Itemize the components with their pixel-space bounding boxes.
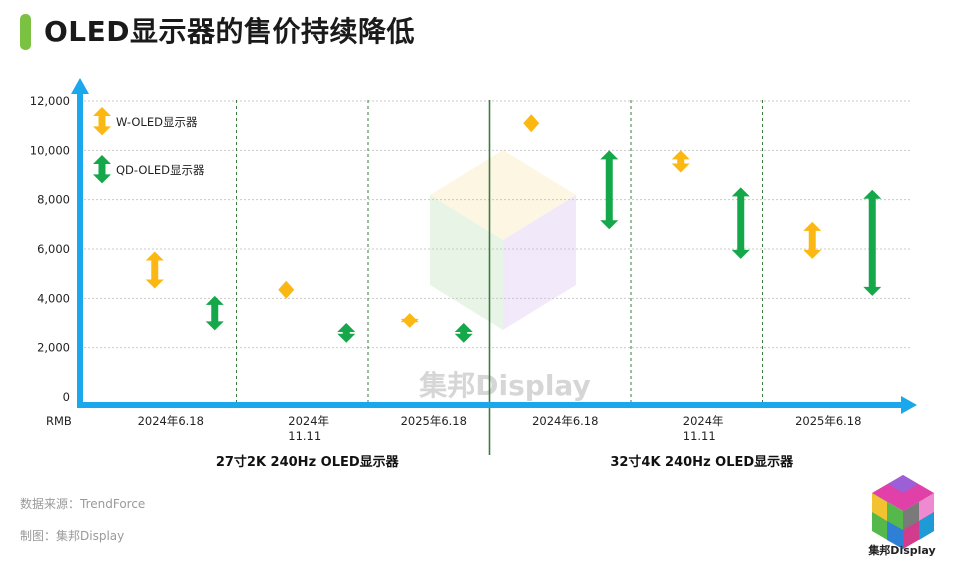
qd-oled-range-marker bbox=[205, 295, 224, 331]
title-accent-bar bbox=[20, 14, 31, 50]
qd-oled-range-marker bbox=[731, 187, 750, 259]
watermark-face bbox=[430, 195, 503, 330]
maker-note: 制图：集邦Display bbox=[20, 529, 125, 543]
y-tick-label: 0 bbox=[63, 390, 70, 404]
x-tick-label: 2025年6.18 bbox=[401, 414, 467, 428]
w-oled-range-marker bbox=[523, 114, 540, 133]
page-title: OLED显示器的售价持续降低 bbox=[44, 15, 416, 48]
x-tick-label: 2025年6.18 bbox=[795, 414, 861, 428]
x-tick-label: 11.11 bbox=[683, 429, 716, 443]
legend-label: QD-OLED显示器 bbox=[116, 163, 205, 177]
w-oled-range-marker bbox=[671, 150, 690, 173]
price-range-chart: 集邦Display 0 2,000 4,000 6,000 8,000 10,000 12,0… bbox=[30, 78, 917, 470]
y-tick-label: 8,000 bbox=[37, 193, 70, 207]
y-axis-arrow bbox=[71, 78, 89, 94]
watermark-cube bbox=[430, 150, 576, 330]
y-tick-label: 4,000 bbox=[37, 291, 70, 305]
qd-oled-range-marker bbox=[600, 150, 619, 230]
y-tick-label: 2,000 bbox=[37, 341, 70, 355]
brand-logo-text: 集邦Display bbox=[868, 544, 936, 557]
x-axis-arrow bbox=[901, 396, 917, 414]
x-tick-label: 2024年6.18 bbox=[532, 414, 598, 428]
legend-label: W-OLED显示器 bbox=[116, 115, 198, 129]
watermark-face bbox=[503, 195, 576, 330]
w-oled-range-marker bbox=[803, 221, 822, 259]
watermark-text: 集邦Display bbox=[418, 369, 590, 402]
unit-label: RMB bbox=[46, 414, 72, 428]
x-tick-label: 2024年 bbox=[288, 414, 329, 428]
y-tick-label: 10,000 bbox=[30, 143, 70, 157]
qd-oled-range-marker bbox=[863, 189, 882, 296]
source-note: 数据来源：TrendForce bbox=[20, 497, 146, 511]
y-tick-label: 6,000 bbox=[37, 242, 70, 256]
brand-logo-icon bbox=[872, 475, 934, 549]
qd-oled-range-marker bbox=[337, 323, 356, 343]
group-label: 32寸4K 240Hz OLED显示器 bbox=[610, 454, 794, 470]
x-tick-label: 2024年 bbox=[683, 414, 724, 428]
group-label: 27寸2K 240Hz OLED显示器 bbox=[216, 454, 400, 470]
w-oled-range-marker bbox=[145, 251, 164, 289]
legend-w-oled-icon bbox=[93, 107, 111, 136]
w-oled-range-marker bbox=[278, 280, 295, 299]
x-tick-label: 2024年6.18 bbox=[138, 414, 204, 428]
y-tick-label: 12,000 bbox=[30, 94, 70, 108]
legend-qd-oled-icon bbox=[93, 155, 111, 184]
x-tick-label: 11.11 bbox=[288, 429, 321, 443]
qd-oled-range-marker bbox=[454, 323, 473, 343]
watermark-face bbox=[430, 150, 576, 240]
w-oled-range-marker bbox=[400, 313, 419, 328]
